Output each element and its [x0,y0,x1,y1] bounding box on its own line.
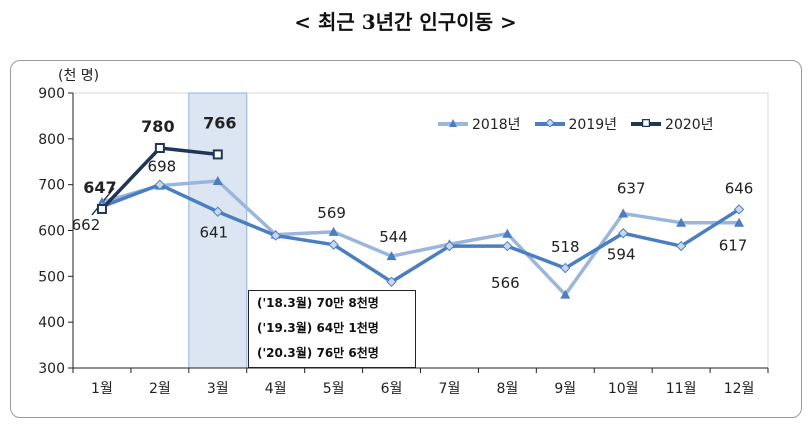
note-line-2019: ('19.3월) 64만 1천명 [257,321,379,335]
y-tick-label: 500 [38,269,65,285]
plot-area [72,92,769,369]
data-point-2018년 [560,289,571,299]
unit-label: (천 명) [58,68,100,84]
data-label: 594 [607,245,636,263]
data-point-2019년 [618,228,629,239]
data-point-2020년 [154,143,165,153]
y-tick-label: 600 [38,224,65,240]
data-point-2019년 [212,206,223,217]
data-label: 544 [379,228,408,246]
data-point-2019년 [675,240,687,252]
x-tick-label: 12월 [724,381,755,397]
data-label: 647 [83,178,116,197]
data-point-2018년 [618,208,629,218]
y-tick-label: 300 [38,361,65,377]
x-tick-label: 4월 [265,381,287,397]
data-label: 698 [148,158,177,176]
triangle-marker-icon [449,119,457,127]
square-marker-icon [642,119,651,127]
x-tick-label: 8월 [496,381,518,397]
highlight-band [188,92,248,369]
legend-label-2018: 2018년 [472,117,521,133]
data-label: 518 [551,238,580,256]
legend-item-2018: 2018년 [438,114,521,134]
data-point-2020년 [212,149,223,160]
y-tick-label: 900 [38,86,65,102]
data-point-2018년 [502,228,513,238]
diamond-marker-icon [545,119,554,127]
data-point-2018년 [212,176,223,185]
legend-swatch-2018 [438,119,468,127]
y-tick-label: 800 [38,132,65,148]
data-point-2018년 [676,217,687,227]
data-label: 646 [725,179,754,197]
data-point-2019년 [560,262,571,274]
legend-item-2020: 2020년 [631,114,714,134]
x-tick-label: 9월 [554,381,576,397]
x-tick-label: 6월 [381,381,403,397]
x-tick-label: 2월 [149,381,171,397]
data-point-2019년 [386,276,397,288]
data-point-2019년 [733,204,745,215]
legend-label-2019: 2019년 [568,117,618,133]
legend-item-2019: 2019년 [534,114,618,134]
x-tick-label: 11월 [666,381,697,397]
y-tick-label: 700 [38,178,65,194]
data-label: 637 [617,180,646,198]
data-point-2018년 [734,217,745,227]
legend-swatch-2019 [534,119,565,127]
note-line-2020: ('20.3월) 76만 6천명 [257,346,379,360]
data-label: 780 [141,117,174,136]
series-line-2019년 [101,182,740,284]
x-tick-label: 1월 [91,381,113,397]
data-label: 569 [317,204,346,222]
data-point-2019년 [154,179,166,190]
series-line-2018년 [101,179,740,297]
data-point-2018년 [328,226,339,236]
note-line-2018: ('18.3월) 70만 8천명 [257,296,379,310]
x-tick-label: 5월 [323,381,345,397]
x-tick-label: 10월 [608,381,639,397]
data-label: 662 [72,216,101,234]
x-tick-label: 7월 [439,381,461,397]
legend-swatch-2020 [631,119,662,127]
data-point-2020년 [96,203,107,214]
data-point-2018년 [386,251,397,261]
data-point-2019년 [328,239,339,250]
data-point-2019년 [502,240,513,252]
data-point-2019년 [270,230,281,241]
note-box: ('18.3월) 70만 8천명 ('19.3월) 64만 1천명 ('20.3… [248,290,416,368]
x-tick-label: 3월 [207,381,229,397]
page-title: < 최근 3년간 인구이동 > [294,10,517,34]
legend-label-2020: 2020년 [665,117,714,133]
data-point-2019년 [444,240,455,252]
chart-legend: 2018년 2019년 2020년 [438,114,714,134]
data-label: 617 [719,237,748,255]
y-tick-label: 400 [38,315,65,331]
data-label: 641 [199,224,228,242]
data-label: 766 [203,113,236,132]
data-label: 566 [491,274,520,292]
